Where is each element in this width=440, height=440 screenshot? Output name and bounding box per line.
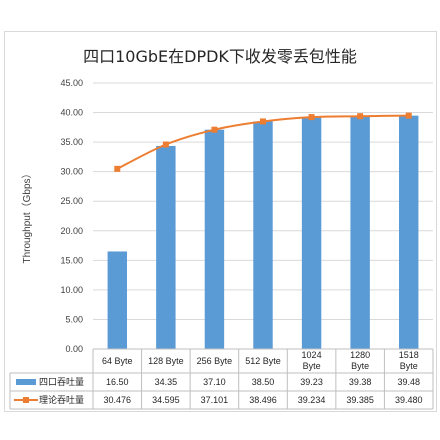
data-cell: 34.595 xyxy=(152,395,180,405)
x-category-label: 256 Byte xyxy=(197,356,233,366)
y-tick-label: 20.00 xyxy=(60,226,83,236)
y-axis-label: Throughput（Gbps） xyxy=(21,168,33,263)
bar xyxy=(301,117,322,349)
data-cell: 39.385 xyxy=(346,395,374,405)
y-tick-label: 0.00 xyxy=(65,344,83,354)
y-tick-label: 30.00 xyxy=(60,167,83,177)
data-table: 64 Byte 128 Byte 256 Byte 512 Byte 1024 Byte 1… xyxy=(9,348,434,410)
data-cell: 38.496 xyxy=(249,395,277,405)
legend-label: 理论吞吐量 xyxy=(39,394,84,406)
line-marker xyxy=(211,126,218,133)
y-tick-label: 45.00 xyxy=(60,78,83,88)
bar xyxy=(253,121,273,349)
data-cell: 37.10 xyxy=(203,377,226,387)
line-marker xyxy=(357,113,364,120)
data-cell: 39.48 xyxy=(397,377,420,387)
y-tick-label: 5.00 xyxy=(65,314,83,324)
data-cell: 38.50 xyxy=(252,377,275,387)
chart-title: 四口10GbE在DPDK下收发零丢包性能 xyxy=(83,47,357,66)
line-marker xyxy=(405,112,412,119)
legend-label: 四口吞吐量 xyxy=(39,377,84,388)
x-category-label: 512 Byte xyxy=(245,356,281,366)
data-cell: 39.38 xyxy=(349,377,372,387)
x-category-label: 128 Byte xyxy=(148,356,184,366)
data-cell: 34.35 xyxy=(155,377,178,387)
y-tick-labels: 0.00 5.00 10.00 15.00 20.00 25.00 30.00 35.00 40… xyxy=(60,78,83,354)
x-category-label: 1024 Byte xyxy=(302,350,322,371)
x-category-label: 64 Byte xyxy=(102,356,133,366)
data-cell: 16.50 xyxy=(106,377,129,387)
y-tick-label: 25.00 xyxy=(60,196,83,206)
line-marker xyxy=(114,165,121,172)
bar-series xyxy=(107,115,419,349)
y-tick-label: 10.00 xyxy=(60,285,83,295)
y-tick-label: 40.00 xyxy=(60,108,83,118)
data-cell: 39.234 xyxy=(298,395,326,405)
bar xyxy=(350,116,370,349)
data-cell: 39.23 xyxy=(300,377,323,387)
data-cell: 37.101 xyxy=(201,395,229,405)
bar xyxy=(156,145,176,349)
line-marker xyxy=(162,141,169,148)
y-tick-label: 35.00 xyxy=(60,137,83,147)
data-cell: 30.476 xyxy=(104,395,132,405)
bar xyxy=(204,129,225,349)
x-category-label: 1280 Byte xyxy=(350,350,370,371)
line-marker xyxy=(260,118,266,125)
x-category-label: 1518 Byte xyxy=(399,350,419,371)
line-marker xyxy=(308,114,315,121)
legend-swatch-marker xyxy=(23,397,29,403)
bar xyxy=(107,251,127,349)
line-series xyxy=(114,112,412,172)
legend-swatch-bar xyxy=(16,379,36,385)
y-tick-label: 15.00 xyxy=(60,255,83,265)
data-cell: 39.480 xyxy=(395,395,423,405)
bar xyxy=(399,115,419,349)
